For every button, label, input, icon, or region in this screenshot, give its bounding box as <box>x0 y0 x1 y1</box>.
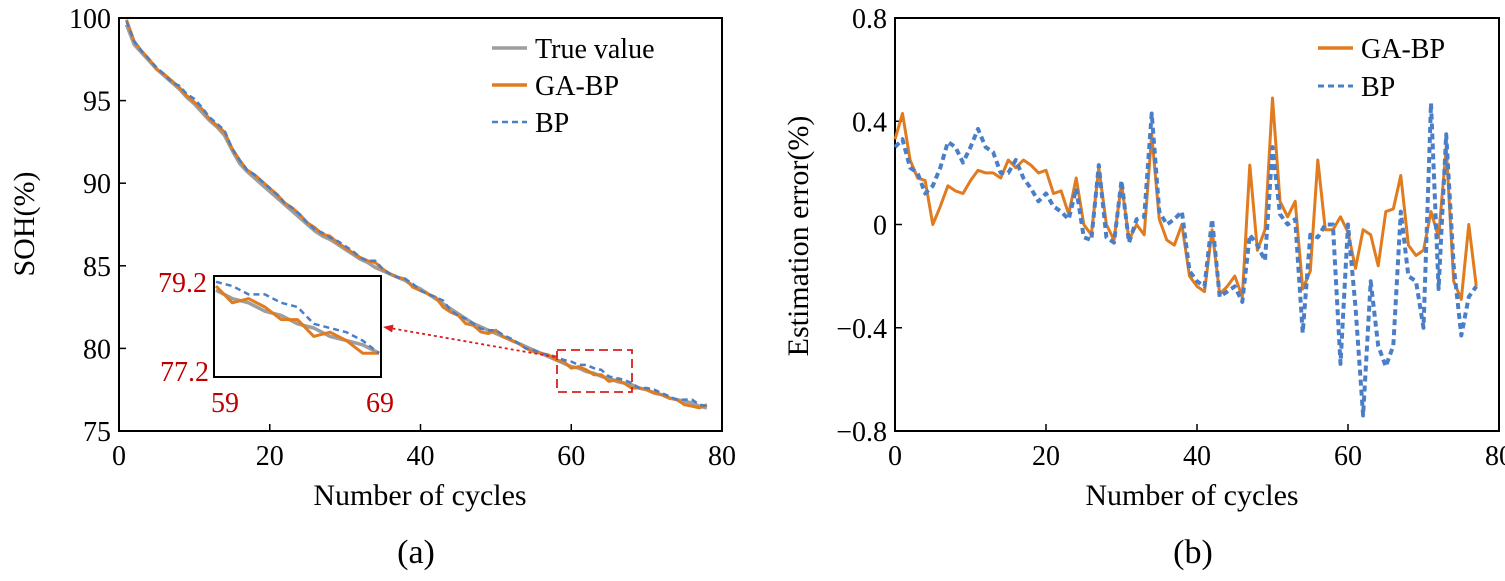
panel-b-x-tick-label: 0 <box>888 441 902 472</box>
panel-a-y-tick-label: 95 <box>83 87 111 118</box>
panel-b-y-tick-label: 0.4 <box>852 107 887 138</box>
panel-b-x-ticks: 0 20 40 60 80 <box>888 424 1505 472</box>
panel-a-series-ga-bp <box>125 19 708 410</box>
panel-b-error-chart: −0.8 −0.4 0 0.4 0.8 0 20 40 60 80 Number of cycl… <box>782 4 1505 571</box>
panel-b-caption: (b) <box>1173 534 1213 571</box>
panel-a-legend: True value GA-BP BP <box>492 34 655 139</box>
panel-a-x-tick-label: 20 <box>256 441 284 472</box>
panel-b-x-tick-label: 20 <box>1032 441 1060 472</box>
panel-b-y-ticks: −0.8 −0.4 0 0.4 0.8 <box>836 4 902 448</box>
panel-b-y-axis-label: Estimation error(%) <box>782 116 815 357</box>
inset-x-max-label: 69 <box>366 388 394 419</box>
panel-a-y-tick-label: 80 <box>83 334 111 365</box>
panel-b-y-tick-label: 0 <box>873 211 887 242</box>
panel-a-series-bp <box>125 20 708 408</box>
panel-b-series-ga-bp <box>893 96 1478 301</box>
zoom-arrow <box>383 324 556 358</box>
panel-a-y-axis-label: SOH(%) <box>8 172 41 277</box>
panel-a-plot-frame <box>118 17 723 432</box>
panel-b-y-tick-label: −0.8 <box>836 417 887 448</box>
legend-b-bp-label: BP <box>1361 72 1395 103</box>
panel-a-y-tick-label: 75 <box>83 417 111 448</box>
inset-series-lines <box>214 280 380 355</box>
panel-a-x-tick-label: 60 <box>557 441 585 472</box>
panel-a-x-axis-label: Number of cycles <box>313 479 526 512</box>
inset-x-min-label: 59 <box>211 388 239 419</box>
panel-a-series-lines <box>124 19 708 410</box>
inset-frame <box>213 275 382 378</box>
panel-a-x-tick-label: 40 <box>407 441 435 472</box>
panel-a-x-tick-label: 80 <box>708 441 736 472</box>
panel-b-plot-frame <box>894 17 1500 432</box>
panel-b-y-tick-label: 0.8 <box>852 4 887 35</box>
panel-b-legend: GA-BP BP <box>1318 34 1445 103</box>
panel-a-y-tick-label: 85 <box>83 252 111 283</box>
zoom-inset: 79.2 77.2 59 69 <box>158 268 394 419</box>
panel-a-y-tick-label: 100 <box>69 4 111 35</box>
panel-a-x-ticks: 0 20 40 60 80 <box>112 424 736 472</box>
panel-a-y-tick-label: 90 <box>83 169 111 200</box>
legend-a-bp-label: BP <box>535 108 569 139</box>
zoom-region-box <box>556 349 633 393</box>
panel-b-y-tick-label: −0.4 <box>836 314 887 345</box>
panel-a-x-tick-label: 0 <box>112 441 126 472</box>
panel-a-y-ticks: 75 80 85 90 95 100 <box>69 4 126 448</box>
legend-a-true-value-label: True value <box>535 34 655 65</box>
panel-a-soh-chart: 75 80 85 90 95 100 0 20 40 60 80 Number of cycles… <box>8 4 736 571</box>
panel-b-x-tick-label: 80 <box>1485 441 1505 472</box>
inset-y-max-label: 79.2 <box>158 268 207 299</box>
panel-b-series-lines <box>893 96 1478 418</box>
legend-a-ga-bp-label: GA-BP <box>535 71 619 102</box>
inset-series-ga-bp <box>214 284 379 355</box>
panel-b-x-axis-label: Number of cycles <box>1085 479 1298 512</box>
panel-b-x-tick-label: 40 <box>1183 441 1211 472</box>
inset-y-min-label: 77.2 <box>160 357 209 388</box>
panel-a-caption: (a) <box>397 534 435 571</box>
panel-b-x-tick-label: 60 <box>1334 441 1362 472</box>
legend-b-ga-bp-label: GA-BP <box>1361 34 1445 65</box>
